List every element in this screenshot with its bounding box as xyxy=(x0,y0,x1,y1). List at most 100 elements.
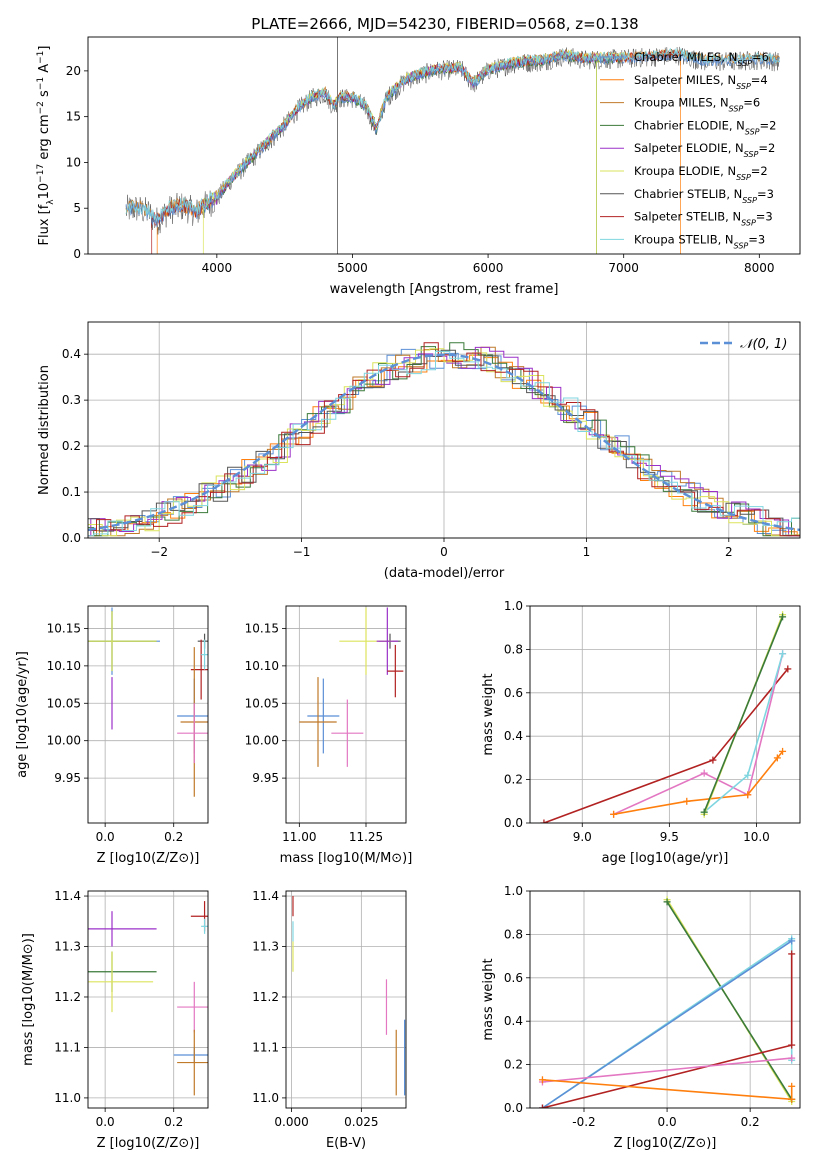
legend-entry: Kroupa MILES, NSSP=6 xyxy=(634,96,760,114)
legend-entry: Chabrier STELIB, NSSP=3 xyxy=(634,187,774,205)
legend-text-part: =3 xyxy=(756,210,773,224)
legend-text-part: SSP xyxy=(742,195,757,204)
legend-entry: Salpeter ELODIE, NSSP=2 xyxy=(634,141,775,159)
x-axis-label: (data-model)/error xyxy=(384,566,505,581)
y-axis-label: mass [log10(M/M⊙)] xyxy=(21,933,36,1066)
spectrum-line xyxy=(151,49,682,254)
y-axis-label-part: erg cm xyxy=(37,114,52,163)
y-axis-label-part: −17 xyxy=(36,164,46,183)
weight-line xyxy=(542,940,793,1108)
x-tick-label: 0.2 xyxy=(164,1115,183,1129)
weight-line xyxy=(613,653,784,816)
page-title: PLATE=2666, MJD=54230, FIBERID=0568, z=0… xyxy=(251,15,638,33)
x-tick-label: −1 xyxy=(293,545,311,559)
y-tick-label: 0.2 xyxy=(504,1058,523,1072)
y-axis-label-part: 10 xyxy=(37,183,52,200)
x-tick-label: 7000 xyxy=(608,261,639,275)
legend-text-part: Chabrier ELODIE, N xyxy=(634,118,745,132)
legend-entry: Chabrier MILES, NSSP=6 xyxy=(634,50,769,68)
y-axis-label-part: A xyxy=(37,64,52,77)
y-tick-label: 10.10 xyxy=(47,659,81,673)
y-tick-label: 11.1 xyxy=(54,1040,81,1054)
spectrum-axes xyxy=(84,70,760,258)
y-tick-label: 11.2 xyxy=(54,990,81,1004)
y-tick-label: 11.3 xyxy=(252,940,279,954)
histogram-series xyxy=(88,348,800,537)
y-tick-label: 0.4 xyxy=(504,729,523,743)
x-tick-label: 5000 xyxy=(337,261,368,275)
y-axis-label: Normed distribution xyxy=(37,365,52,495)
legend-text-part: SSP xyxy=(734,241,749,250)
x-axis-label: Z [log10(Z/Z⊙)] xyxy=(614,1136,717,1151)
z-weight-lines xyxy=(538,896,796,1108)
x-tick-label: 4000 xyxy=(202,261,233,275)
legend-text-part: Kroupa ELODIE, N xyxy=(634,164,736,178)
y-axis-label: mass weight xyxy=(481,673,496,755)
legend-text-part: SSP xyxy=(744,150,759,159)
age-weight-axes xyxy=(526,605,800,827)
legend-text-part: =3 xyxy=(748,232,765,246)
y-tick-label: 10.15 xyxy=(47,621,81,635)
weight-line xyxy=(703,616,784,813)
legend-entry: Salpeter MILES, NSSP=4 xyxy=(634,73,768,91)
x-tick-label: 0.0 xyxy=(658,1115,677,1129)
y-tick-label: 10.05 xyxy=(47,696,81,710)
ebv-mass-axes xyxy=(282,891,406,1112)
y-tick-label: 1.0 xyxy=(504,599,523,613)
x-tick-label: 0.2 xyxy=(164,830,183,844)
axes-frame xyxy=(285,605,407,824)
y-tick-label: 11.3 xyxy=(54,940,81,954)
x-tick-label: -0.2 xyxy=(572,1115,595,1129)
weight-line xyxy=(703,653,784,813)
y-tick-label: 9.95 xyxy=(252,771,279,785)
x-tick-label: 2 xyxy=(725,545,733,559)
legend-text-part: =6 xyxy=(752,50,769,64)
y-tick-label: 11.0 xyxy=(252,1091,279,1105)
weight-line xyxy=(613,750,784,816)
y-axis-label-part: −1 xyxy=(36,77,46,90)
y-tick-label: 0.4 xyxy=(62,347,81,361)
y-tick-label: 0.1 xyxy=(62,485,81,499)
legend-text-part: Chabrier STELIB, N xyxy=(634,187,742,201)
x-tick-label: 0.0 xyxy=(96,1115,115,1129)
x-tick-label: 1 xyxy=(583,545,591,559)
axes-frame xyxy=(87,321,801,539)
legend-entry: 𝒩(0, 1) xyxy=(740,337,787,352)
y-axis-label: age [log10(age/yr)] xyxy=(15,651,30,778)
legend-text-part: Salpeter ELODIE, N xyxy=(634,141,744,155)
x-axis-label: mass [log10(M/M⊙)] xyxy=(280,851,413,866)
spectrum-lines xyxy=(125,37,780,254)
legend-entry: Salpeter STELIB, NSSP=3 xyxy=(634,210,773,228)
axes-frame xyxy=(529,890,801,1109)
y-tick-label: 0 xyxy=(73,247,81,261)
x-tick-label: −2 xyxy=(150,545,168,559)
x-tick-label: 10.0 xyxy=(743,830,770,844)
age-weight-lines xyxy=(540,611,792,823)
z-mass-points xyxy=(88,901,208,1096)
x-tick-label: 0.2 xyxy=(741,1115,760,1129)
legend-text-part: =4 xyxy=(751,73,768,87)
legend-text-part: Salpeter MILES, N xyxy=(634,73,736,87)
y-tick-label: 0.6 xyxy=(504,686,523,700)
y-tick-label: 0.0 xyxy=(62,531,81,545)
spectrum-line xyxy=(202,51,624,254)
y-tick-label: 11.0 xyxy=(54,1091,81,1105)
x-tick-label: 6000 xyxy=(473,261,504,275)
legend-text-part: Kroupa MILES, N xyxy=(634,96,729,110)
y-axis-label-part: −2 xyxy=(36,101,46,114)
y-axis-label: Flux [fλ10−17 erg cm−2 s−1 A−1] xyxy=(36,46,56,246)
y-tick-label: 11.2 xyxy=(252,990,279,1004)
legend-text-part: Kroupa STELIB, N xyxy=(634,232,734,246)
weight-line xyxy=(542,1057,792,1083)
x-axis-label: E(B-V) xyxy=(326,1136,366,1151)
histogram-series xyxy=(88,346,800,537)
y-tick-label: 15 xyxy=(66,110,81,124)
axes-frame xyxy=(87,36,801,255)
x-tick-label: 0.000 xyxy=(274,1115,308,1129)
legend-text-part: SSP xyxy=(745,127,760,136)
x-tick-label: 11.25 xyxy=(349,830,383,844)
mass-age-points xyxy=(299,607,404,767)
legend-text-part: =2 xyxy=(751,164,768,178)
